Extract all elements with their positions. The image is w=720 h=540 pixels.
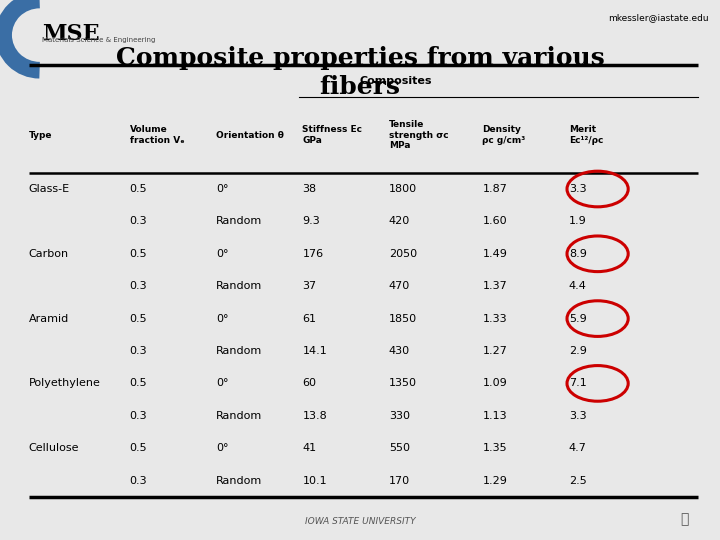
Text: 0°: 0° [216,249,228,259]
Text: 61: 61 [302,314,316,323]
Text: Glass-E: Glass-E [29,184,70,194]
Text: 38: 38 [302,184,317,194]
Text: Density
ρᴄ g/cm³: Density ρᴄ g/cm³ [482,125,526,145]
Text: 8.9: 8.9 [569,249,587,259]
Text: Aramid: Aramid [29,314,69,323]
Text: Materials Science & Engineering: Materials Science & Engineering [42,37,155,43]
Text: 13.8: 13.8 [302,411,327,421]
Text: Composites: Composites [360,76,432,86]
Text: Volume
fraction Vₑ: Volume fraction Vₑ [130,125,184,145]
Text: 0.3: 0.3 [130,217,147,226]
Text: 0.3: 0.3 [130,346,147,356]
Text: 3.3: 3.3 [569,411,586,421]
Text: 2.5: 2.5 [569,476,587,485]
Text: 7.1: 7.1 [569,379,587,388]
Text: 1.29: 1.29 [482,476,508,485]
Text: 4.4: 4.4 [569,281,587,291]
Text: Stiffness Eᴄ
GPa: Stiffness Eᴄ GPa [302,125,362,145]
Text: 4.7: 4.7 [569,443,587,453]
Text: Random: Random [216,217,262,226]
Text: IOWA STATE UNIVERSITY: IOWA STATE UNIVERSITY [305,517,415,526]
Text: Random: Random [216,411,262,421]
Text: 1.27: 1.27 [482,346,508,356]
Text: 1.37: 1.37 [482,281,507,291]
Text: 1.49: 1.49 [482,249,508,259]
Text: 1.33: 1.33 [482,314,507,323]
Text: 🏛: 🏛 [680,512,688,526]
Text: 2.9: 2.9 [569,346,587,356]
Text: 41: 41 [302,443,317,453]
Text: Tensile
strength σᴄ
MPa: Tensile strength σᴄ MPa [389,120,449,150]
Text: 0°: 0° [216,443,228,453]
Text: MSE: MSE [42,23,99,45]
Text: 0.5: 0.5 [130,443,147,453]
Text: 60: 60 [302,379,316,388]
Text: 550: 550 [389,443,410,453]
Text: Orientation θ: Orientation θ [216,131,284,139]
Text: 1.35: 1.35 [482,443,507,453]
Text: Random: Random [216,281,262,291]
Text: 0.3: 0.3 [130,281,147,291]
Text: Random: Random [216,346,262,356]
Text: Merit
Eᴄ¹²/ρᴄ: Merit Eᴄ¹²/ρᴄ [569,125,603,145]
Text: 1350: 1350 [389,379,417,388]
Text: Composite properties from various
fibers: Composite properties from various fibers [116,46,604,99]
Text: 9.3: 9.3 [302,217,320,226]
Text: Carbon: Carbon [29,249,69,259]
Text: 1.87: 1.87 [482,184,508,194]
Text: 330: 330 [389,411,410,421]
Text: 0.5: 0.5 [130,249,147,259]
Text: 430: 430 [389,346,410,356]
Text: 0.3: 0.3 [130,411,147,421]
Text: 1.13: 1.13 [482,411,507,421]
Text: 0°: 0° [216,184,228,194]
Text: 2050: 2050 [389,249,417,259]
Text: 0.3: 0.3 [130,476,147,485]
Text: 0°: 0° [216,379,228,388]
Text: 14.1: 14.1 [302,346,327,356]
Text: 0.5: 0.5 [130,314,147,323]
Text: 3.3: 3.3 [569,184,586,194]
Text: 5.9: 5.9 [569,314,587,323]
Text: 470: 470 [389,281,410,291]
Text: 170: 170 [389,476,410,485]
Text: 1.09: 1.09 [482,379,507,388]
Text: 0.5: 0.5 [130,184,147,194]
Text: 0°: 0° [216,314,228,323]
Text: 1800: 1800 [389,184,417,194]
Text: 0.5: 0.5 [130,379,147,388]
Text: 1.60: 1.60 [482,217,507,226]
Text: 1.9: 1.9 [569,217,587,226]
Text: mkessler@iastate.edu: mkessler@iastate.edu [608,14,709,23]
Text: Type: Type [29,131,53,139]
Text: 37: 37 [302,281,317,291]
Text: Polyethylene: Polyethylene [29,379,101,388]
Text: Random: Random [216,476,262,485]
Text: 420: 420 [389,217,410,226]
Text: 1850: 1850 [389,314,417,323]
Text: 10.1: 10.1 [302,476,327,485]
Text: Cellulose: Cellulose [29,443,79,453]
Text: 176: 176 [302,249,323,259]
